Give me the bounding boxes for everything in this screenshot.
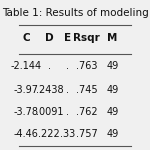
Text: .757: .757 <box>76 129 98 139</box>
Text: -4.46: -4.46 <box>14 129 38 139</box>
Text: 49: 49 <box>106 85 118 95</box>
Text: -3.97: -3.97 <box>14 85 39 95</box>
Text: C: C <box>22 33 30 43</box>
Text: .762: .762 <box>76 107 98 117</box>
Text: 49: 49 <box>106 61 118 71</box>
Text: M: M <box>107 33 118 43</box>
Text: 49: 49 <box>106 107 118 117</box>
Text: .: . <box>66 107 69 117</box>
Text: .33: .33 <box>60 129 76 139</box>
Text: .763: .763 <box>76 61 97 71</box>
Text: .: . <box>66 61 69 71</box>
Text: -2.144: -2.144 <box>10 61 42 71</box>
Text: .222: .222 <box>38 129 60 139</box>
Text: .2438: .2438 <box>36 85 63 95</box>
Text: .: . <box>66 85 69 95</box>
Text: -3.78: -3.78 <box>14 107 39 117</box>
Text: D: D <box>45 33 54 43</box>
Text: 49: 49 <box>106 129 118 139</box>
Text: .745: .745 <box>76 85 98 95</box>
Text: E: E <box>64 33 72 43</box>
Text: .: . <box>48 61 51 71</box>
Text: Table 1: Results of modeling: Table 1: Results of modeling <box>2 8 148 18</box>
Text: .0091: .0091 <box>36 107 63 117</box>
Text: Rsqr: Rsqr <box>73 33 100 43</box>
